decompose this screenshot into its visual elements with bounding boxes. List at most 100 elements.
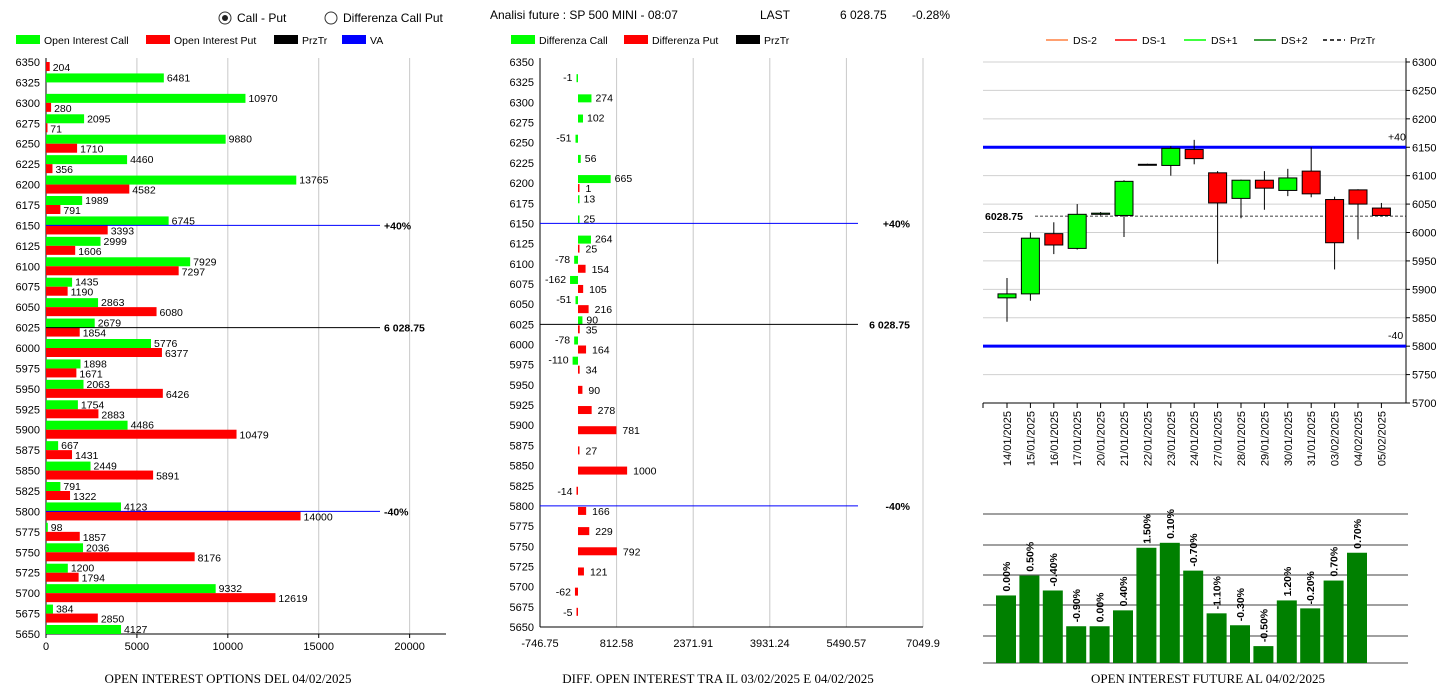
future-oi-bar — [1019, 575, 1040, 663]
put-bar — [46, 368, 77, 378]
legend-swatch-prztr — [274, 35, 298, 44]
strike-label: 6325 — [510, 77, 534, 89]
call-bar — [46, 93, 246, 103]
put-bar — [46, 491, 71, 500]
strike-label: 5775 — [16, 527, 40, 539]
band-label: +40 — [1388, 131, 1406, 143]
y-tick-label: 5950 — [1412, 256, 1436, 268]
call-bar — [46, 400, 78, 410]
call-bar — [46, 216, 169, 226]
put-value-label: 1854 — [83, 328, 107, 340]
put-value-label: 3393 — [111, 225, 135, 237]
candle-body — [1184, 149, 1204, 160]
radio-diff[interactable] — [324, 11, 338, 25]
reference-label: -40% — [384, 506, 409, 518]
date-label: 04/02/2025 — [1353, 411, 1365, 466]
candle-body — [1137, 163, 1157, 166]
diff-put-label: 781 — [622, 425, 640, 437]
radio-diff-label[interactable]: Differenza Call Put — [343, 11, 443, 25]
call-bar — [46, 420, 128, 430]
candle-body — [1231, 179, 1251, 199]
call-value-label: 4123 — [124, 501, 148, 513]
future-oi-label: -0.20% — [1305, 570, 1317, 604]
y-tick-label: 6100 — [1412, 171, 1436, 183]
date-label: 03/02/2025 — [1330, 411, 1342, 466]
future-oi-bar — [1323, 580, 1344, 663]
diff-call-bar — [576, 74, 578, 83]
strike-label: 6125 — [510, 239, 534, 251]
future-oi-bar — [1113, 610, 1133, 663]
strike-label: 5825 — [510, 481, 534, 493]
strike-label: 6350 — [16, 57, 40, 69]
future-oi-label: 0.00% — [1095, 592, 1107, 622]
strike-label: 6025 — [510, 319, 534, 331]
legend-diff-call: Differenza Call — [539, 35, 608, 47]
strike-label: 5950 — [16, 384, 40, 396]
call-bar — [46, 134, 226, 144]
x-tick-label: 812.58 — [600, 638, 634, 650]
reference-label: 6 028.75 — [869, 319, 910, 331]
put-bar — [46, 531, 80, 541]
y-tick-label: 5750 — [1412, 370, 1436, 382]
call-bar — [46, 236, 101, 246]
put-value-label: 356 — [55, 164, 73, 176]
diff-put-bar — [578, 264, 586, 273]
diff-put-bar — [578, 466, 628, 475]
reference-label: 6 028.75 — [384, 323, 425, 335]
strike-label: 5650 — [16, 629, 40, 641]
diff-put-label: 1 — [586, 183, 592, 195]
call-value-label: 9880 — [229, 134, 253, 146]
candle-body — [997, 293, 1017, 299]
put-value-label: 2850 — [101, 614, 125, 626]
diff-put-bar — [578, 284, 584, 293]
candle-body — [1161, 147, 1181, 166]
diff-call-bar — [570, 275, 578, 284]
strike-label: 5675 — [510, 602, 534, 614]
reference-label: +40% — [883, 218, 911, 230]
diff-call-label: 13 — [584, 193, 596, 205]
put-bar — [46, 327, 80, 337]
last-label: LAST — [760, 8, 791, 22]
diff-put-bar — [578, 547, 617, 556]
put-value-label: 7297 — [182, 266, 206, 278]
future-oi-label: 0.40% — [1118, 576, 1130, 606]
strike-label: 5750 — [16, 547, 40, 559]
future-oi-label: 0.10% — [1165, 508, 1177, 538]
strike-label: 5925 — [510, 400, 534, 412]
diff-call-bar — [578, 175, 611, 184]
put-value-label: 6080 — [160, 307, 184, 319]
strike-label: 6125 — [16, 241, 40, 253]
put-value-label: 12619 — [278, 593, 307, 605]
future-oi-label: 1.20% — [1282, 566, 1294, 596]
diff-put-bar — [578, 446, 580, 455]
call-value-label: 2863 — [101, 297, 125, 309]
put-value-label: 6377 — [165, 348, 189, 360]
diff-call-label: -51 — [556, 133, 571, 145]
strike-label: 6025 — [16, 323, 40, 335]
candle-body — [1208, 172, 1228, 204]
put-value-label: 1857 — [83, 532, 107, 544]
put-bar — [46, 450, 73, 460]
call-value-label: 667 — [61, 440, 79, 452]
call-value-label: 5776 — [154, 338, 178, 350]
x-tick-label: 5490.57 — [827, 638, 867, 650]
diff-put-bar — [578, 567, 584, 576]
call-bar — [46, 339, 152, 348]
diff-call-label: 90 — [586, 314, 598, 326]
strike-label: 6050 — [510, 299, 534, 311]
future-oi-bar — [1159, 542, 1180, 663]
strike-label: 5900 — [16, 425, 40, 437]
strike-label: 5750 — [510, 541, 534, 553]
y-tick-label: 6300 — [1412, 57, 1436, 69]
future-oi-label: -0.70% — [1188, 533, 1200, 567]
oi-options-chart: 0 5000 10000 15000 20000 6350 204 6325 6481 6300 1… — [16, 57, 446, 653]
y-tick-label: 5900 — [1412, 284, 1436, 296]
call-bar — [46, 73, 164, 83]
call-value-label: 6481 — [167, 72, 191, 84]
radio-call-put-label[interactable]: Call - Put — [237, 11, 287, 25]
put-bar — [46, 613, 98, 623]
candle-body — [1348, 189, 1368, 205]
future-oi-bar — [996, 595, 1016, 663]
strike-label: 5725 — [510, 561, 534, 573]
last-price-label: 6028.75 — [985, 211, 1023, 223]
